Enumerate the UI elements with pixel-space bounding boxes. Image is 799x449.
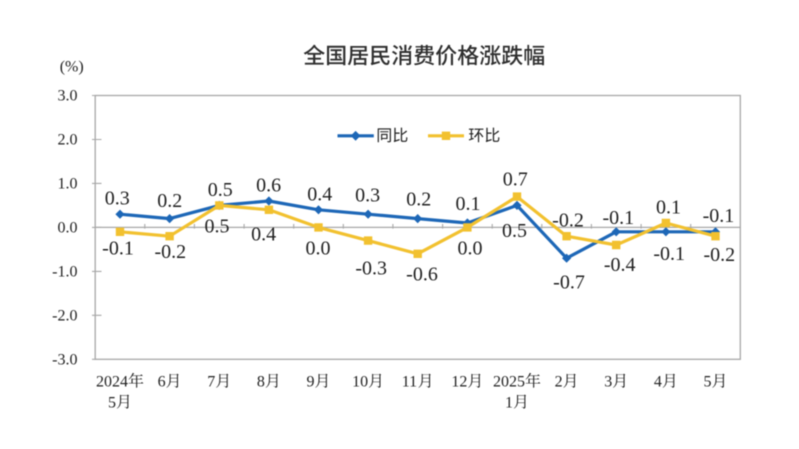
svg-text:0.0: 0.0 xyxy=(458,238,483,260)
svg-text:2.0: 2.0 xyxy=(58,132,78,149)
svg-text:0.1: 0.1 xyxy=(456,193,481,215)
svg-text:0.5: 0.5 xyxy=(502,220,527,242)
svg-text:10: 10 xyxy=(352,374,368,391)
svg-text:0.5: 0.5 xyxy=(205,216,230,238)
svg-text:1.0: 1.0 xyxy=(58,175,78,192)
svg-text:-0.2: -0.2 xyxy=(154,241,186,263)
svg-text:4: 4 xyxy=(654,374,662,391)
svg-text:2: 2 xyxy=(555,374,563,391)
svg-text:0.3: 0.3 xyxy=(355,184,380,206)
svg-text:7: 7 xyxy=(207,374,215,391)
svg-text:1: 1 xyxy=(505,394,513,411)
svg-text:12: 12 xyxy=(451,374,467,391)
svg-text:-0.2: -0.2 xyxy=(703,244,735,266)
svg-text:9: 9 xyxy=(307,374,315,391)
svg-text:0.2: 0.2 xyxy=(406,189,431,211)
svg-text:2025: 2025 xyxy=(493,374,525,391)
svg-text:3.0: 3.0 xyxy=(58,88,78,105)
svg-text:-0.4: -0.4 xyxy=(604,254,636,276)
svg-text:2024: 2024 xyxy=(96,374,128,391)
svg-text:0.0: 0.0 xyxy=(306,237,331,259)
svg-text:0.4: 0.4 xyxy=(307,184,332,206)
svg-text:6: 6 xyxy=(158,374,166,391)
svg-text:0.3: 0.3 xyxy=(105,188,130,210)
svg-text:0.1: 0.1 xyxy=(656,197,681,219)
svg-text:0.6: 0.6 xyxy=(256,174,281,196)
svg-text:-1.0: -1.0 xyxy=(52,263,77,280)
svg-text:(%): (%) xyxy=(60,59,84,76)
svg-text:-2.0: -2.0 xyxy=(52,307,77,324)
svg-text:-0.1: -0.1 xyxy=(102,237,134,259)
svg-text:5: 5 xyxy=(704,374,712,391)
svg-text:8: 8 xyxy=(257,374,265,391)
svg-text:-0.7: -0.7 xyxy=(553,271,585,293)
svg-text:-0.2: -0.2 xyxy=(552,209,584,231)
svg-text:0.5: 0.5 xyxy=(208,179,233,201)
svg-text:-0.3: -0.3 xyxy=(355,257,387,279)
svg-text:0.2: 0.2 xyxy=(157,190,182,212)
svg-text:-0.1: -0.1 xyxy=(653,243,685,265)
svg-text:3: 3 xyxy=(604,374,612,391)
svg-text:0.4: 0.4 xyxy=(251,224,276,246)
svg-text:0.7: 0.7 xyxy=(503,169,528,191)
svg-text:-3.0: -3.0 xyxy=(52,351,77,368)
svg-text:-0.1: -0.1 xyxy=(703,205,735,227)
svg-text:-0.6: -0.6 xyxy=(406,264,438,286)
svg-text:0.0: 0.0 xyxy=(58,219,78,236)
svg-text:11: 11 xyxy=(402,374,417,391)
svg-text:5: 5 xyxy=(108,394,116,411)
svg-text:-0.1: -0.1 xyxy=(602,207,634,229)
